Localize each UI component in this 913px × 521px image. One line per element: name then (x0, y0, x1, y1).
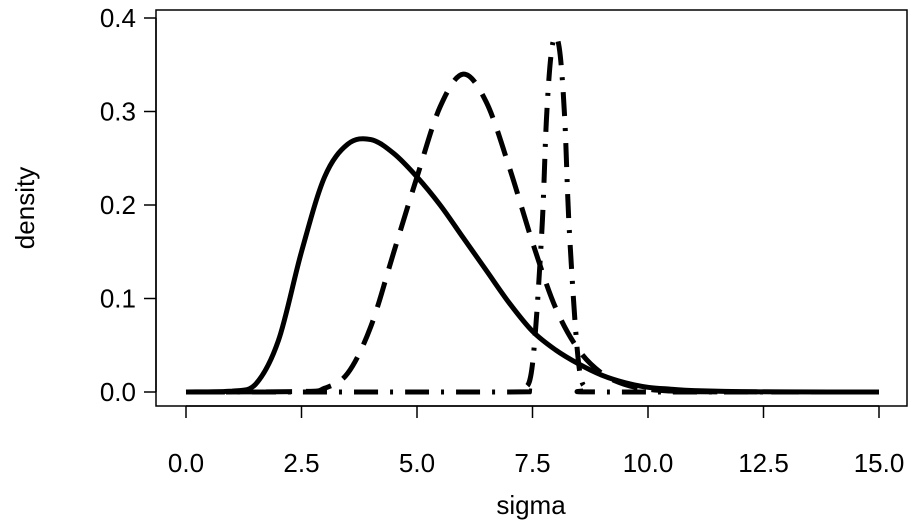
x-axis: 0.0 2.5 5.0 7.5 10.0 12.5 15.0 (168, 405, 905, 478)
x-tick-label: 7.5 (514, 448, 550, 478)
y-axis: 0.0 0.1 0.2 0.3 0.4 (100, 3, 157, 407)
x-tick-label: 15.0 (854, 448, 905, 478)
series-line-dashed (185, 71, 880, 395)
x-tick-label: 2.5 (283, 448, 319, 478)
series-line-dotdash (186, 34, 879, 395)
y-tick-label: 0.1 (100, 284, 136, 314)
series-layer (185, 34, 880, 395)
x-tick-label: 5.0 (399, 448, 435, 478)
y-tick-label: 0.4 (100, 3, 136, 33)
y-axis-title: density (10, 167, 40, 249)
x-tick-label: 0.0 (168, 448, 204, 478)
series-line-solid (185, 136, 880, 395)
x-tick-label: 12.5 (738, 448, 789, 478)
y-tick-label: 0.0 (100, 377, 136, 407)
x-tick-label: 10.0 (623, 448, 674, 478)
x-axis-title: sigma (496, 490, 566, 520)
y-tick-label: 0.3 (100, 97, 136, 127)
y-tick-label: 0.2 (100, 190, 136, 220)
plot-frame (155, 9, 908, 407)
